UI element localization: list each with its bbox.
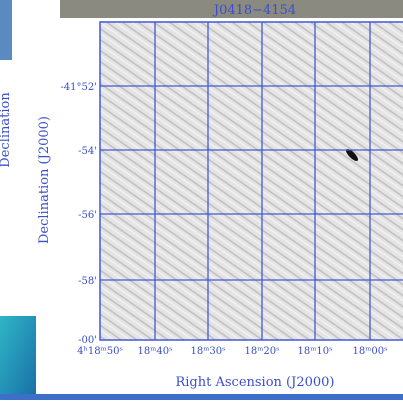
y-tick-label: -58' (78, 276, 97, 287)
y-tick-label: -56' (78, 210, 97, 221)
page: Declination J0418−4154 Right Ascension (… (0, 0, 403, 400)
x-tick-label: 18ᵐ30ˢ (191, 346, 226, 357)
bottom-border (0, 394, 403, 400)
title: J0418−4154 (212, 3, 296, 18)
left-strip (0, 0, 12, 60)
y-tick-label: -54' (78, 146, 97, 157)
side-label: Declination (0, 92, 13, 168)
sky-image (100, 22, 403, 340)
x-tick-label: 18ᵐ40ˢ (138, 346, 173, 357)
y-tick-label: -41°52' (60, 82, 97, 93)
inset-image (0, 316, 36, 396)
y-axis-label: Declination (J2000) (37, 116, 52, 244)
x-tick-label: 18ᵐ20ˢ (245, 346, 280, 357)
x-tick-label: 18ᵐ10ˢ (298, 346, 333, 357)
x-axis-label: Right Ascension (J2000) (175, 375, 334, 390)
y-tick-label: -00' (78, 335, 97, 346)
x-tick-label: 4ʰ18ᵐ50ˢ (77, 346, 123, 357)
x-tick-label: 18ᵐ00ˢ (353, 346, 388, 357)
